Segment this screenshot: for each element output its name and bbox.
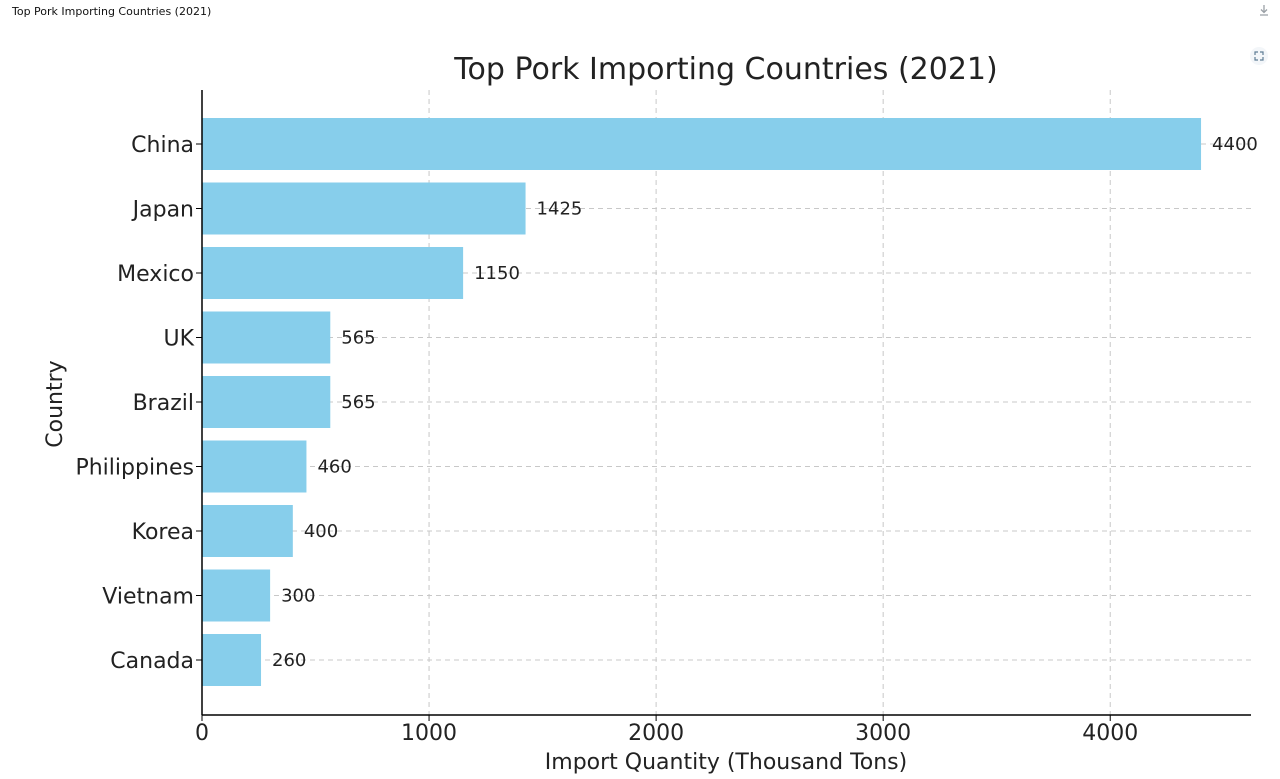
- category-labels: China Japan Mexico UK Brazil Philippines Korea…: [75, 133, 194, 674]
- x-tick-label: 0: [195, 721, 209, 746]
- category-label: Vietnam: [102, 585, 194, 610]
- bar-canada: [202, 634, 262, 686]
- category-label: Korea: [132, 520, 194, 545]
- chart-title: Top Pork Importing Countries (2021): [453, 52, 997, 87]
- data-label: 1150: [474, 263, 520, 284]
- expand-icon[interactable]: [1250, 47, 1268, 65]
- download-icon[interactable]: [1257, 2, 1271, 16]
- category-label: Brazil: [133, 391, 194, 416]
- bar-uk: [202, 311, 331, 364]
- bars: [202, 118, 1202, 686]
- bar-brazil: [202, 376, 331, 428]
- data-label: 4400: [1212, 134, 1258, 155]
- data-label: 565: [341, 328, 375, 349]
- bar-philippines: [202, 440, 307, 493]
- bar-korea: [202, 505, 293, 557]
- bar-china: [202, 118, 1202, 170]
- x-tick-label: 4000: [1082, 721, 1138, 746]
- category-label: Philippines: [75, 456, 194, 481]
- chart-tab-title: Top Pork Importing Countries (2021): [12, 5, 212, 18]
- category-label: China: [131, 133, 194, 158]
- data-label: 460: [317, 457, 351, 478]
- data-label: 1425: [537, 199, 583, 220]
- data-labels: 4400 1425 1150 565 565 460 400 300 260: [272, 134, 1258, 671]
- x-tick-label: 2000: [628, 721, 684, 746]
- category-label: Mexico: [117, 262, 194, 287]
- category-label: Canada: [110, 649, 194, 674]
- x-tick-labels: 0 1000 2000 3000 4000: [195, 143, 1138, 746]
- data-label: 260: [272, 650, 306, 671]
- category-label: UK: [163, 327, 194, 352]
- chart-header-bar: Top Pork Importing Countries (2021): [0, 0, 1280, 24]
- x-tick-label: 3000: [855, 721, 911, 746]
- bar-japan: [202, 182, 526, 235]
- y-axis-label: Country: [43, 360, 68, 447]
- bar-mexico: [202, 247, 464, 299]
- category-label: Japan: [131, 198, 194, 223]
- x-tick-label: 1000: [401, 721, 457, 746]
- bar-vietnam: [202, 569, 271, 622]
- data-label: 565: [341, 392, 375, 413]
- data-label: 400: [304, 521, 338, 542]
- data-label: 300: [281, 586, 315, 607]
- x-axis-label: Import Quantity (Thousand Tons): [545, 750, 907, 775]
